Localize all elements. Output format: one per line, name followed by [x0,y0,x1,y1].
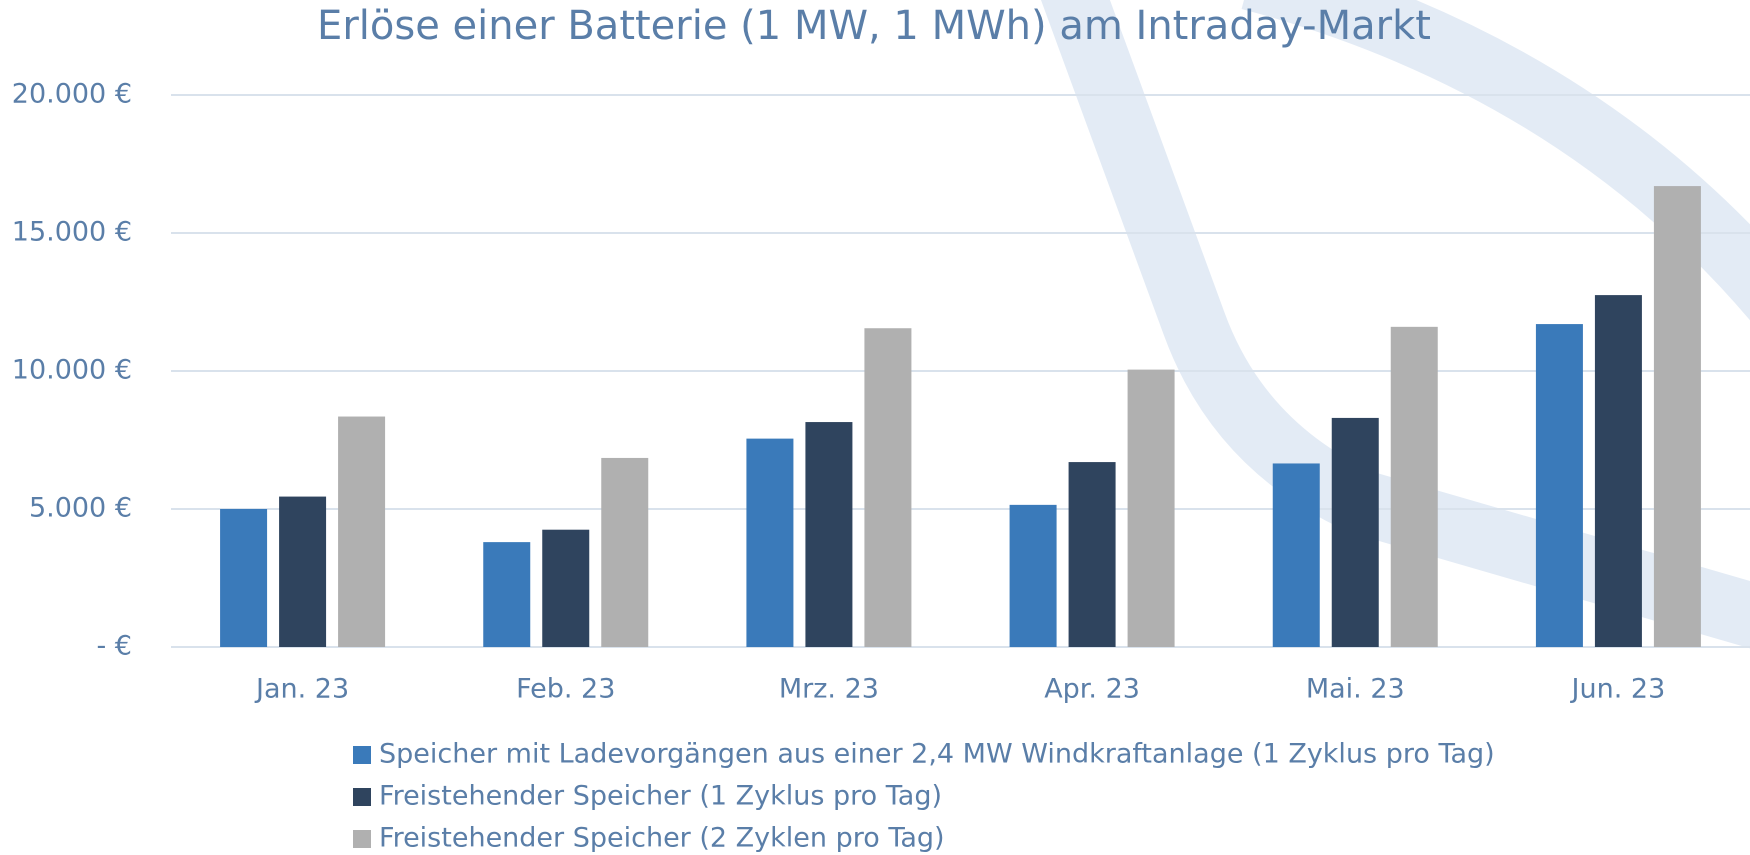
bar [805,422,853,647]
bar [1127,369,1175,647]
bar [279,496,327,647]
y-tick-label: - € [96,631,132,662]
bar [1009,504,1057,647]
bar [1068,462,1116,647]
bar [746,438,794,647]
x-tick-label: Jan. 23 [254,674,349,705]
bar [1594,295,1642,647]
legend-swatch [353,788,371,806]
bar [220,509,268,647]
bar [601,457,649,647]
x-tick-label: Mrz. 23 [779,674,879,705]
legend-label: Freistehender Speicher (2 Zyklen pro Tag… [379,823,945,854]
bar [542,529,590,647]
bar [483,542,531,647]
legend-label: Freistehender Speicher (1 Zyklus pro Tag… [379,781,942,812]
x-tick-label: Apr. 23 [1044,674,1140,705]
bar [1653,186,1701,647]
bar [1390,326,1438,647]
bar [1535,324,1583,647]
legend-swatch [353,746,371,764]
x-tick-label: Mai. 23 [1306,674,1405,705]
bar [338,416,386,647]
x-tick-label: Jun. 23 [1570,674,1666,705]
chart-title: Erlöse einer Batterie (1 MW, 1 MWh) am I… [317,3,1431,49]
y-tick-label: 10.000 € [12,355,132,386]
x-tick-label: Feb. 23 [516,674,615,705]
bar [1272,463,1320,647]
legend-label: Speicher mit Ladevorgängen aus einer 2,4… [379,739,1495,770]
y-tick-label: 20.000 € [12,79,132,110]
y-tick-label: 15.000 € [12,217,132,248]
y-tick-label: 5.000 € [29,493,132,524]
legend-swatch [353,830,371,848]
bar [1331,417,1379,647]
bar [864,328,912,647]
